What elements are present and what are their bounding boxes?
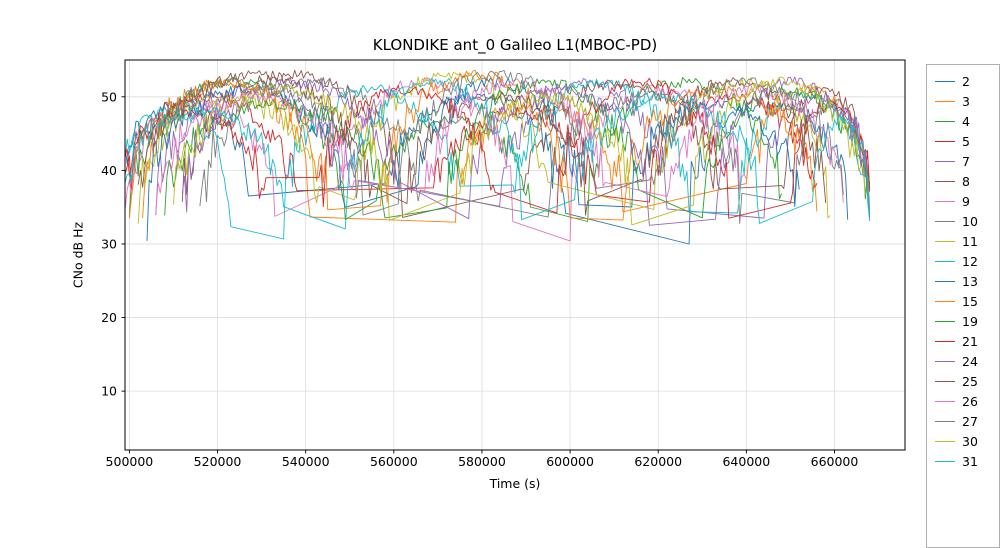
legend-item-label: 24 — [962, 354, 978, 369]
legend-item-label: 21 — [962, 334, 978, 349]
x-tick-label: 540000 — [282, 454, 330, 469]
legend-item: 2 — [935, 71, 993, 91]
legend-line-swatch — [935, 301, 955, 302]
legend-item: 27 — [935, 411, 993, 431]
x-tick-label: 500000 — [106, 454, 154, 469]
plot-area: 500000 520000 540000 560000 580000 600000 6200… — [0, 0, 1000, 500]
legend-item-label: 4 — [962, 114, 970, 129]
y-tick-label: 40 — [101, 163, 117, 178]
x-axis-label: Time (s) — [125, 476, 905, 491]
legend-line-swatch — [935, 81, 955, 82]
legend-item: 11 — [935, 231, 993, 251]
legend-item: 26 — [935, 391, 993, 411]
legend-item-label: 8 — [962, 174, 970, 189]
legend-item: 30 — [935, 431, 993, 451]
y-tick-label: 50 — [101, 89, 117, 104]
legend-item: 15 — [935, 291, 993, 311]
x-tick-label: 600000 — [546, 454, 594, 469]
legend-item-label: 15 — [962, 294, 978, 309]
legend-item: 8 — [935, 171, 993, 191]
legend-line-swatch — [935, 281, 955, 282]
x-tick-label: 560000 — [370, 454, 418, 469]
series-line-12 — [112, 79, 870, 239]
legend-item-label: 25 — [962, 374, 978, 389]
legend-item: 9 — [935, 191, 993, 211]
x-tick-label: 660000 — [811, 454, 859, 469]
legend-item: 25 — [935, 371, 993, 391]
legend-line-swatch — [935, 321, 955, 322]
y-tick-label: 20 — [101, 310, 117, 325]
legend-item: 24 — [935, 351, 993, 371]
y-tick-label: 30 — [101, 236, 117, 251]
y-tick-label: 10 — [101, 384, 117, 399]
legend-line-swatch — [935, 221, 955, 222]
legend-item-label: 9 — [962, 194, 970, 209]
legend-item: 5 — [935, 131, 993, 151]
legend-item-label: 5 — [962, 134, 970, 149]
figure: KLONDIKE ant_0 Galileo L1(MBOC-PD) CNo d… — [0, 0, 1000, 500]
legend-item: 19 — [935, 311, 993, 331]
legend-item-label: 13 — [962, 274, 978, 289]
legend-item: 21 — [935, 331, 993, 351]
legend-item: 10 — [935, 211, 993, 231]
legend-line-swatch — [935, 181, 955, 182]
legend-item: 3 — [935, 91, 993, 111]
legend-item: 7 — [935, 151, 993, 171]
legend-line-swatch — [935, 381, 955, 382]
legend-item-label: 26 — [962, 394, 978, 409]
legend-line-swatch — [935, 161, 955, 162]
legend-line-swatch — [935, 261, 955, 262]
legend-line-swatch — [935, 141, 955, 142]
legend-item-label: 11 — [962, 234, 978, 249]
legend-item-label: 31 — [962, 454, 978, 469]
legend-item: 13 — [935, 271, 993, 291]
legend-item-label: 10 — [962, 214, 978, 229]
x-tick-label: 620000 — [634, 454, 682, 469]
x-tick-label: 640000 — [722, 454, 770, 469]
legend-item: 4 — [935, 111, 993, 131]
legend-item: 12 — [935, 251, 993, 271]
legend-item-label: 3 — [962, 94, 970, 109]
series-group — [112, 70, 870, 244]
legend-item: 31 — [935, 451, 993, 471]
legend-item-label: 7 — [962, 154, 970, 169]
legend-line-swatch — [935, 101, 955, 102]
legend-line-swatch — [935, 341, 955, 342]
legend-line-swatch — [935, 421, 955, 422]
legend-line-swatch — [935, 441, 955, 442]
x-tick-label: 520000 — [194, 454, 242, 469]
legend-line-swatch — [935, 361, 955, 362]
legend-line-swatch — [935, 401, 955, 402]
legend-line-swatch — [935, 461, 955, 462]
legend-line-swatch — [935, 201, 955, 202]
legend-item-label: 19 — [962, 314, 978, 329]
legend-item-label: 27 — [962, 414, 978, 429]
x-tick-label: 580000 — [458, 454, 506, 469]
legend-line-swatch — [935, 121, 955, 122]
legend-item-label: 12 — [962, 254, 978, 269]
legend-line-swatch — [935, 241, 955, 242]
legend-item-label: 2 — [962, 74, 970, 89]
legend: 2 3 4 5 7 8 9 10 11 12 13 15 19 21 24 25 26 27 30 31 — [926, 64, 1000, 548]
legend-item-label: 30 — [962, 434, 978, 449]
